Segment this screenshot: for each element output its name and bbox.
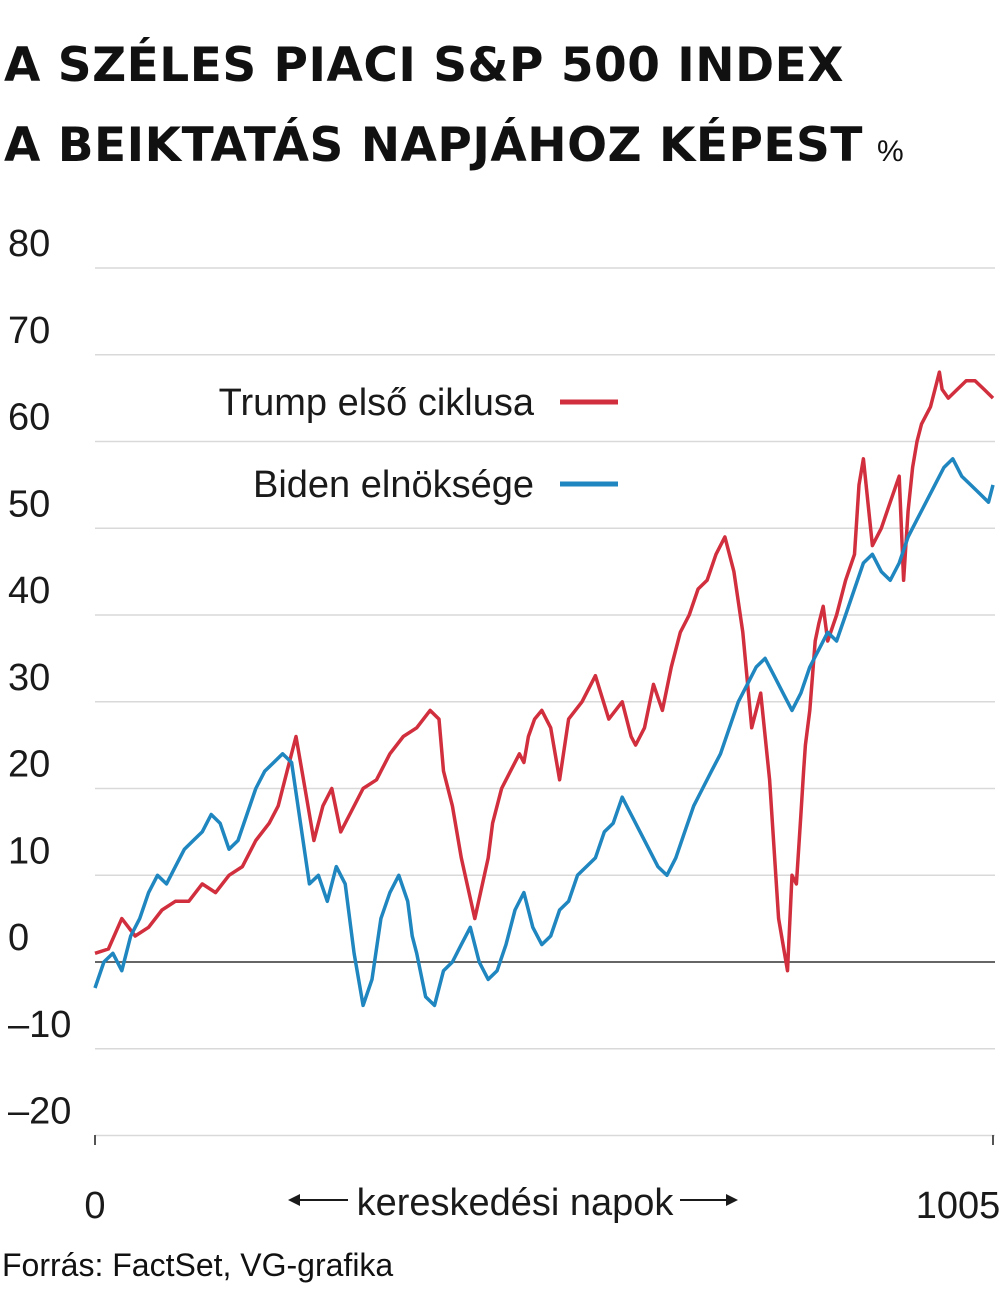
y-tick-label: 70 <box>8 310 50 352</box>
left-arrow <box>288 1194 348 1206</box>
source-note: Forrás: FactSet, VG-grafika <box>2 1247 394 1283</box>
x-axis-label: kereskedési napok <box>357 1182 675 1224</box>
x-tick-label-end: 1005 <box>916 1185 1000 1227</box>
legend-label-biden: Biden elnöksége <box>253 464 534 506</box>
unit-label: % <box>876 135 905 168</box>
line-chart: 80 70 60 50 40 30 20 10 0 –10 –20 0 1005 kereskedé… <box>8 223 1000 1227</box>
y-tick-label: 10 <box>8 830 50 872</box>
y-tick-label: 50 <box>8 483 50 525</box>
y-tick-label: –10 <box>8 1004 71 1046</box>
series-line-trump <box>94 370 995 973</box>
chart-title-line-1: A SZÉLES PIACI S&P 500 INDEX <box>4 38 844 93</box>
y-tick-label: 20 <box>8 744 50 786</box>
legend-label-trump: Trump első ciklusa <box>219 382 535 424</box>
y-tick-label: –20 <box>8 1091 71 1133</box>
x-tick-label-start: 0 <box>84 1185 105 1227</box>
y-axis-ticks: 80 70 60 50 40 30 20 10 0 –10 –20 <box>8 223 71 1133</box>
right-arrow <box>680 1194 738 1206</box>
y-tick-label: 0 <box>8 917 29 959</box>
legend: Trump első ciklusa Biden elnöksége <box>219 382 618 506</box>
y-tick-label: 80 <box>8 223 50 265</box>
y-tick-label: 40 <box>8 570 50 612</box>
series-lines <box>93 370 995 1008</box>
series-line-biden <box>93 457 995 1008</box>
chart-title-line-2: A BEIKTATÁS NAPJÁHOZ KÉPEST% <box>4 118 905 173</box>
y-tick-label: 30 <box>8 657 50 699</box>
y-tick-label: 60 <box>8 397 50 439</box>
x-axis: 0 1005 kereskedési napok <box>84 1135 1000 1227</box>
